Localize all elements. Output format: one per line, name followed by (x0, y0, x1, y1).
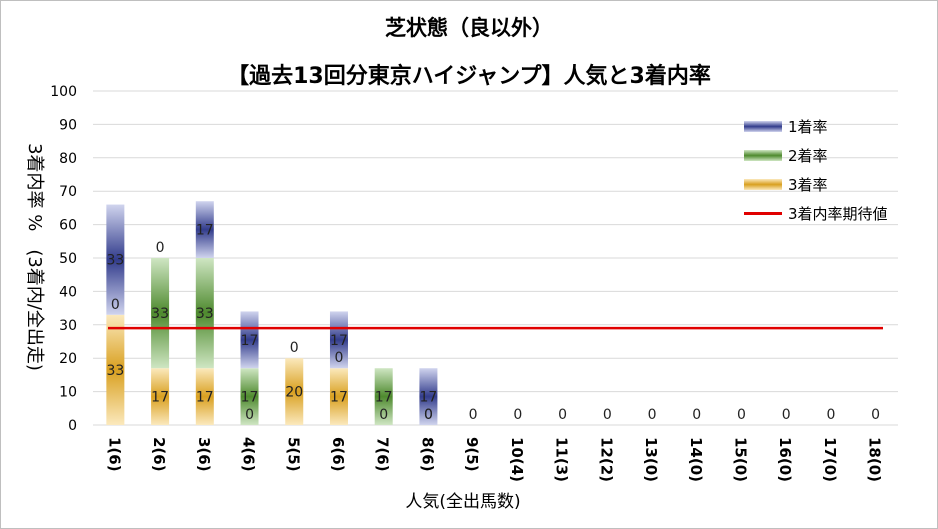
data-label: 0 (737, 407, 746, 423)
x-tick-label: 4(6) (240, 437, 258, 472)
x-tick-label: 1(6) (105, 437, 123, 472)
legend-item-2nd: 2着率 (744, 141, 888, 170)
legend-label-3rd: 3着率 (788, 176, 828, 194)
x-tick-label: 11(3) (553, 437, 571, 482)
data-label: 0 (513, 407, 522, 423)
data-label: 0 (692, 407, 701, 423)
data-label: 0 (871, 407, 880, 423)
y-tick-label: 20 (59, 351, 77, 367)
bar-segment (285, 358, 304, 425)
bar-segment (195, 368, 214, 425)
legend-item-expected: 3着内率期待値 (744, 199, 888, 228)
bar-segment (106, 204, 125, 315)
data-label: 0 (603, 407, 612, 423)
x-axis-label: 人気(全出馬数) (405, 492, 521, 512)
y-tick-label: 70 (59, 184, 77, 200)
legend-swatch-1st (744, 121, 782, 132)
x-tick-label: 3(6) (195, 437, 213, 472)
bar-segment (329, 311, 348, 369)
legend-label-2nd: 2着率 (788, 147, 828, 165)
bar-segment (195, 201, 214, 258)
data-label: 17 (330, 333, 348, 349)
x-tick-label: 7(6) (374, 437, 392, 472)
bar-segment (374, 368, 393, 425)
x-tick-label: 15(0) (731, 437, 749, 482)
chart-title: 芝状態（良以外） (385, 16, 553, 40)
x-tick-label: 16(0) (776, 437, 794, 482)
data-label: 0 (648, 407, 657, 423)
data-label: 0 (111, 297, 120, 313)
x-tick-label: 5(5) (284, 437, 302, 472)
bar-segment (106, 314, 125, 425)
bar-segment (151, 368, 170, 425)
bar-segment (419, 368, 438, 425)
data-label: 17 (196, 223, 214, 239)
y-tick-label: 40 (59, 284, 77, 300)
x-tick-label: 13(0) (642, 437, 660, 482)
data-label: 0 (335, 350, 344, 366)
data-label: 17 (420, 390, 438, 406)
legend-label-expected: 3着内率期待値 (788, 205, 888, 223)
legend: 1着率 2着率 3着率 3着内率期待値 (744, 112, 888, 228)
data-label: 33 (106, 253, 124, 269)
legend-label-1st: 1着率 (788, 118, 828, 136)
legend-swatch-3rd (744, 179, 782, 190)
x-tick-label: 18(0) (866, 437, 884, 482)
y-tick-label: 10 (59, 385, 77, 401)
x-tick-label: 17(0) (821, 437, 839, 482)
bar-segment (329, 368, 348, 425)
data-label: 0 (379, 407, 388, 423)
y-tick-label: 50 (59, 251, 77, 267)
chart-subtitle: 【過去13回分東京ハイジャンプ】人気と3着内率 (227, 64, 711, 89)
x-tick-label: 9(5) (463, 437, 481, 472)
data-label: 0 (469, 407, 478, 423)
data-label: 0 (424, 407, 433, 423)
legend-item-1st: 1着率 (744, 112, 888, 141)
bar-segment (240, 311, 259, 369)
y-tick-label: 90 (59, 117, 77, 133)
data-label: 17 (241, 333, 259, 349)
data-label: 33 (196, 306, 214, 322)
bar-segment (195, 258, 214, 369)
legend-swatch-expected (744, 212, 782, 215)
legend-item-3rd: 3着率 (744, 170, 888, 199)
bar-segment (151, 258, 170, 369)
x-tick-label: 14(0) (687, 437, 705, 482)
data-label: 33 (106, 363, 124, 379)
x-tick-label: 6(6) (329, 437, 347, 472)
data-label: 0 (424, 407, 433, 423)
data-label: 0 (290, 340, 299, 356)
legend-swatch-2nd (744, 150, 782, 161)
data-label: 0 (826, 407, 835, 423)
data-label: 0 (558, 407, 567, 423)
x-tick-label: 10(4) (508, 437, 526, 482)
data-label: 20 (285, 385, 303, 401)
data-label: 33 (151, 306, 169, 322)
y-tick-label: 100 (50, 84, 77, 100)
x-tick-label: 12(2) (597, 437, 615, 482)
data-label: 0 (245, 407, 254, 423)
y-tick-label: 60 (59, 218, 77, 234)
y-tick-label: 80 (59, 151, 77, 167)
data-label: 17 (151, 390, 169, 406)
data-label: 17 (330, 390, 348, 406)
data-label: 17 (375, 390, 393, 406)
data-label: 17 (196, 390, 214, 406)
data-label: 0 (782, 407, 791, 423)
x-tick-label: 2(6) (150, 437, 168, 472)
bar-segment (240, 368, 259, 425)
data-label: 0 (156, 240, 165, 256)
y-tick-label: 30 (59, 318, 77, 334)
y-tick-label: 0 (68, 418, 77, 434)
x-tick-label: 8(6) (418, 437, 436, 472)
data-label: 17 (241, 390, 259, 406)
